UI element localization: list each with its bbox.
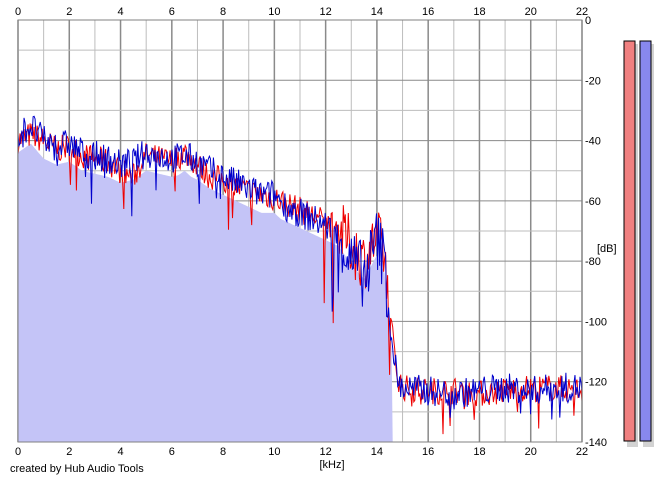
credit-text: created by Hub Audio Tools	[10, 463, 144, 475]
y-tick: -100	[585, 316, 607, 328]
x-tick-bottom: 8	[220, 446, 226, 458]
x-axis-top-ticks: 0 2 4 6 8 10 12 14 16 18 20 22	[15, 6, 588, 18]
x-tick-bottom: 16	[422, 446, 434, 458]
x-tick-bottom: 0	[15, 446, 21, 458]
x-tick-top: 0	[15, 6, 21, 18]
level-meters	[623, 40, 654, 447]
level-meter-left	[623, 40, 636, 442]
y-axis-label: [dB]	[597, 243, 617, 255]
x-tick-top: 20	[525, 6, 537, 18]
x-tick-bottom: 22	[576, 446, 588, 458]
x-tick-top: 6	[169, 6, 175, 18]
y-tick: -120	[585, 377, 607, 389]
y-tick: -20	[585, 75, 601, 87]
x-axis-label: [kHz]	[319, 459, 344, 471]
y-tick: -80	[585, 256, 601, 268]
right-channel-line	[17, 115, 583, 420]
x-tick-top: 14	[371, 6, 383, 18]
y-tick: -140	[585, 437, 607, 449]
x-tick-bottom: 2	[66, 446, 72, 458]
x-axis-bottom-ticks: 0 2 4 6 8 10 12 14 16 18 20 22	[15, 446, 588, 458]
x-tick-bottom: 6	[169, 446, 175, 458]
x-tick-top: 12	[320, 6, 332, 18]
x-tick-top: 16	[422, 6, 434, 18]
x-tick-top: 8	[220, 6, 226, 18]
y-axis-ticks: 0 -20 -40 -60 -80 -100 -120 -140	[585, 15, 607, 449]
x-tick-top: 10	[268, 6, 280, 18]
x-tick-top: 18	[473, 6, 485, 18]
x-tick-top: 4	[117, 6, 123, 18]
x-tick-bottom: 4	[117, 446, 123, 458]
spectrum-fill-area	[18, 143, 582, 442]
x-tick-bottom: 20	[525, 446, 537, 458]
x-tick-top: 22	[576, 6, 588, 18]
x-tick-bottom: 12	[320, 446, 332, 458]
y-tick: -40	[585, 136, 601, 148]
x-tick-bottom: 18	[473, 446, 485, 458]
plot-frame	[17, 19, 583, 443]
y-tick: -60	[585, 196, 601, 208]
y-tick: 0	[585, 15, 591, 27]
x-tick-bottom: 14	[371, 446, 383, 458]
x-tick-bottom: 10	[268, 446, 280, 458]
level-meter-right	[639, 40, 652, 442]
x-tick-top: 2	[66, 6, 72, 18]
left-channel-line	[17, 123, 583, 435]
